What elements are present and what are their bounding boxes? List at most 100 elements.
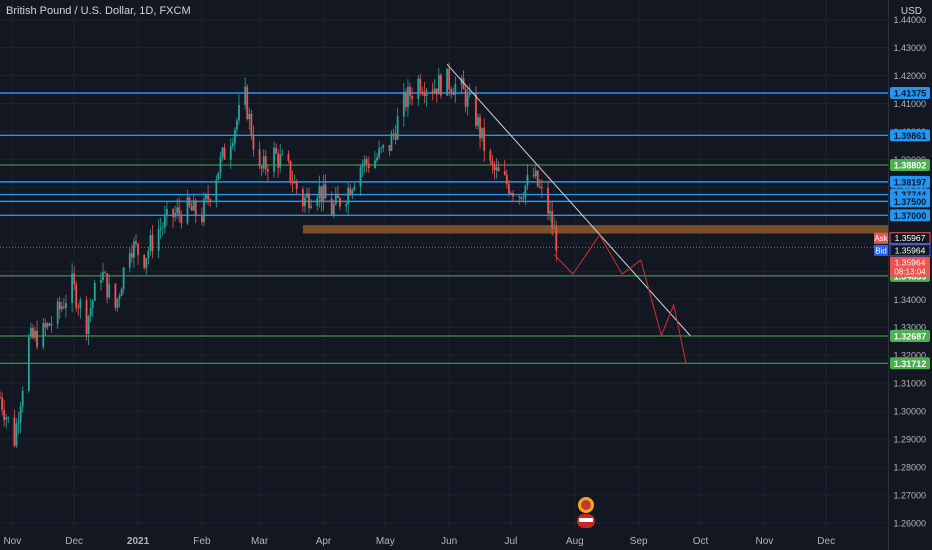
candle-body xyxy=(508,184,510,194)
candle-body xyxy=(50,323,53,326)
candle-body xyxy=(549,211,552,214)
candle-body xyxy=(48,323,51,326)
candle-body xyxy=(503,171,506,175)
candle-body xyxy=(277,153,280,168)
support-price-label: 1.32687 xyxy=(894,331,927,341)
axes: 1.440001.430001.420001.410001.400001.390… xyxy=(3,0,932,550)
candle-body xyxy=(145,258,148,268)
candle-body xyxy=(17,422,20,424)
candle-body xyxy=(62,306,65,308)
candle-body xyxy=(481,127,484,139)
candle-body xyxy=(128,253,131,268)
candle-body xyxy=(462,78,465,90)
candle-body xyxy=(316,197,319,206)
candle-body xyxy=(34,330,36,338)
candle-body xyxy=(466,94,469,107)
candle-body xyxy=(65,303,67,308)
candle-body xyxy=(260,166,263,169)
price-tick-label: 1.33000 xyxy=(893,323,926,333)
price-tick-label: 1.44000 xyxy=(893,15,926,25)
candle-body xyxy=(279,154,282,168)
candle-body xyxy=(7,417,10,418)
resistance-price-tag xyxy=(890,209,930,222)
currency-label[interactable]: USD xyxy=(900,6,922,17)
candle-body xyxy=(165,209,168,217)
candle-body xyxy=(493,164,496,171)
candle-body xyxy=(71,273,74,304)
candle-body xyxy=(122,267,125,290)
support-price-tag xyxy=(890,329,930,342)
candle-body xyxy=(452,93,455,95)
candle-body xyxy=(89,308,92,316)
candle-body xyxy=(310,205,313,208)
candle-body xyxy=(534,170,537,177)
candle-body xyxy=(178,207,181,215)
candle-body xyxy=(421,92,424,94)
candle-body xyxy=(205,195,207,200)
candle-body xyxy=(207,195,209,200)
candle-body xyxy=(477,117,479,126)
time-tick-label: Nov xyxy=(3,536,21,547)
time-tick-label: Nov xyxy=(755,536,773,547)
candle-body xyxy=(236,120,238,130)
candle-body xyxy=(334,193,337,205)
candle-body xyxy=(176,207,179,214)
price-tick-label: 1.29000 xyxy=(893,435,926,445)
candle-body xyxy=(231,143,234,147)
candle-body xyxy=(252,135,255,150)
candle-body xyxy=(402,91,405,117)
price-tick-label: 1.31000 xyxy=(893,379,926,389)
candle-body xyxy=(394,133,397,140)
price-tick-label: 1.34000 xyxy=(893,295,926,305)
candle-body xyxy=(273,147,275,172)
candle-body xyxy=(359,167,362,187)
time-tick-label: Jun xyxy=(441,536,457,547)
candle-body xyxy=(320,186,323,203)
candle-body xyxy=(188,197,191,207)
candle-body xyxy=(345,204,348,207)
candle-body xyxy=(404,91,407,108)
support-price-label: 1.38802 xyxy=(894,160,927,170)
candle-body xyxy=(1,397,3,410)
candle-body xyxy=(553,227,556,229)
candle-body xyxy=(376,157,378,161)
resistance-price-label: 1.37000 xyxy=(894,211,927,221)
candle-body xyxy=(332,204,335,215)
resistance-price-tag xyxy=(890,86,930,99)
time-tick-label: Dec xyxy=(65,536,83,547)
candle-body xyxy=(172,209,174,217)
candle-body xyxy=(209,199,212,202)
candle-body xyxy=(324,184,327,199)
symbol-title[interactable]: British Pound / U.S. Dollar, 1D, FXCM xyxy=(6,5,191,17)
candle-body xyxy=(19,406,22,423)
candle-body xyxy=(163,216,166,228)
candle-body xyxy=(46,323,49,328)
candle-body xyxy=(264,156,267,170)
time-tick-label: Mar xyxy=(251,536,269,547)
candle-body xyxy=(349,188,352,196)
candle-body xyxy=(365,159,368,164)
quote-tag-box xyxy=(874,232,888,244)
candle-body xyxy=(382,144,385,148)
candle-body xyxy=(460,78,463,85)
candle-body xyxy=(77,307,80,309)
candle-body xyxy=(295,180,298,190)
candle-body xyxy=(409,86,411,97)
candle-body xyxy=(180,214,183,224)
candle-body xyxy=(538,186,541,188)
candle-body xyxy=(483,127,486,151)
quote-value-label: 1.35967 xyxy=(895,233,926,243)
candle-body xyxy=(339,197,341,207)
candle-body xyxy=(361,165,364,168)
candle-body xyxy=(555,227,558,251)
candle-body xyxy=(13,417,16,446)
candle-body xyxy=(347,188,350,205)
candle-body xyxy=(491,161,494,165)
resistance-price-tag xyxy=(890,195,930,208)
candle-body xyxy=(91,300,94,309)
candle-body xyxy=(489,150,492,162)
candle-body xyxy=(114,283,117,308)
drawings xyxy=(446,63,691,364)
candle-body xyxy=(522,198,525,200)
